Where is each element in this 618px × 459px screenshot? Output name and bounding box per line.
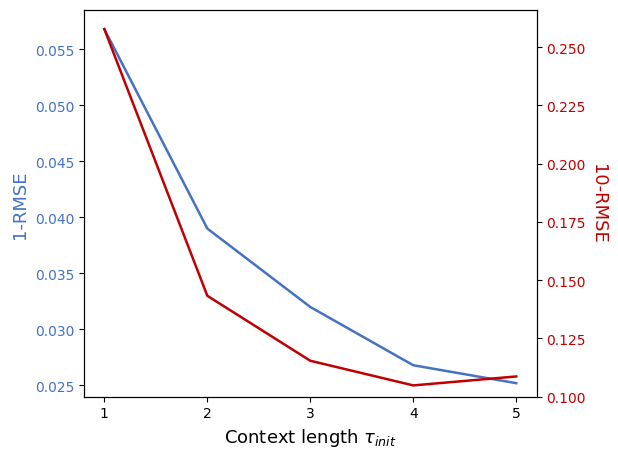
Y-axis label: 10-RMSE: 10-RMSE: [589, 164, 607, 244]
X-axis label: Context length $\tau_{init}$: Context length $\tau_{init}$: [224, 426, 397, 448]
Y-axis label: 1-RMSE: 1-RMSE: [11, 170, 29, 238]
